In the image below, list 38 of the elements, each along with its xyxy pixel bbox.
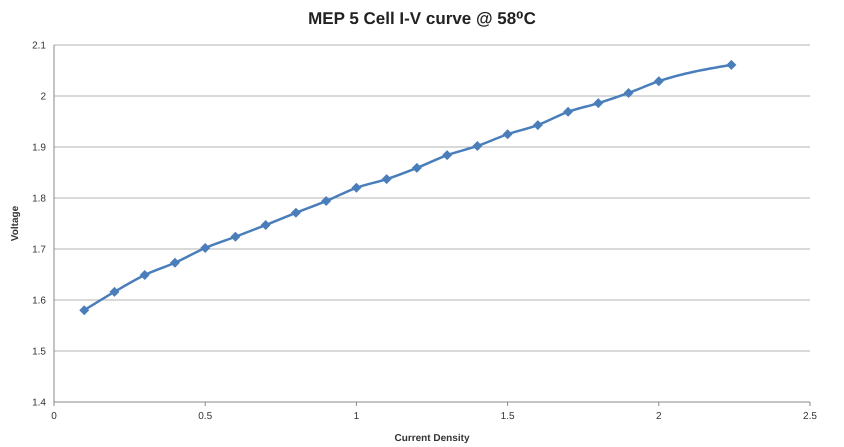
point [170,258,180,268]
x-tick-label: 1.5 [500,411,515,422]
y-axis-title: Voltage [10,205,21,242]
point [109,286,120,297]
x-tick-label: 1 [354,411,360,422]
point [382,174,392,184]
point [140,270,150,280]
point [502,129,513,140]
point [290,208,301,218]
x-tick-label: 0.5 [198,411,213,422]
x-tick-label: 2 [656,411,662,422]
point [321,196,332,206]
point [79,305,90,316]
y-tick-label: 1.5 [32,346,46,358]
y-tick-label: 1.7 [32,244,46,256]
y-tick-label: 1.8 [32,194,46,204]
x-tick-label: 2.5 [803,411,818,422]
x-axis-title: Current Density [394,433,470,444]
point [593,98,604,108]
y-tick-label: 1.9 [32,142,46,154]
point [563,106,574,117]
point [624,88,634,98]
y-tick-label: 2.1 [32,40,46,52]
point [260,220,271,230]
point [654,76,664,86]
point [726,60,736,70]
point [230,232,240,242]
point [442,150,452,160]
point [351,182,362,193]
y-tick-label: 2 [40,92,46,102]
y-tick-label: 1.6 [32,296,46,306]
x-tick-label: 0 [51,411,58,422]
chart-title: MEP 5 Cell I-V curve @ 58⁰C [308,9,536,28]
point [412,162,422,173]
point [200,242,210,253]
point [532,120,543,130]
y-tick-label: 1.4 [32,398,46,408]
point [472,140,482,151]
